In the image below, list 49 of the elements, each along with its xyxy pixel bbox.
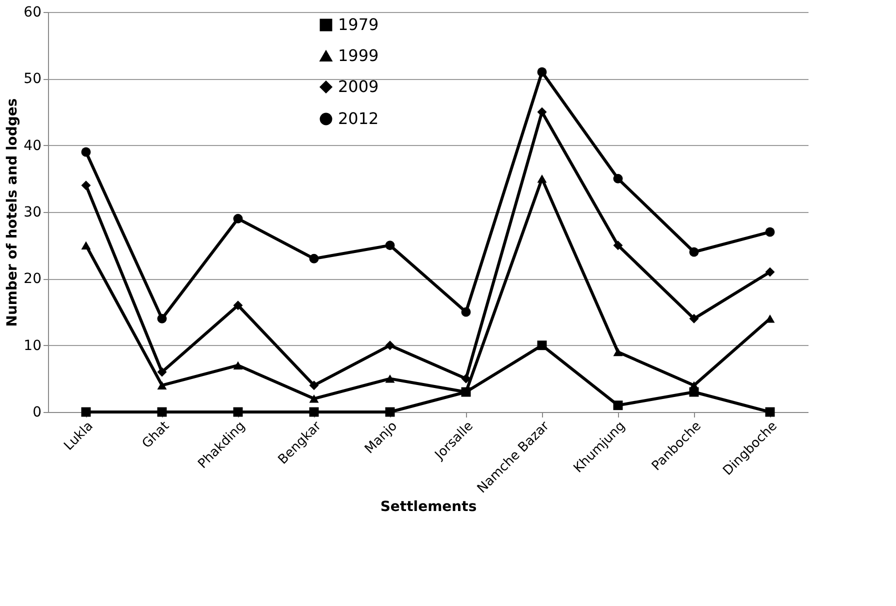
point (537, 340, 547, 350)
y-tick-label: 20 (24, 271, 42, 288)
point (81, 180, 91, 190)
y-tick-label: 40 (24, 138, 42, 154)
point (537, 107, 547, 117)
point (385, 240, 395, 250)
point (81, 241, 91, 250)
point (157, 407, 167, 417)
y-axis-title: Number of hotels and lodges (4, 98, 21, 327)
y-tick-label: 0 (32, 404, 42, 420)
point (157, 367, 167, 377)
point (613, 348, 623, 356)
point (537, 174, 547, 183)
point (537, 67, 547, 77)
point (157, 314, 167, 324)
legend-label: 2012 (338, 109, 379, 128)
y-tick-label: 10 (24, 338, 42, 354)
point (765, 407, 775, 417)
point (309, 394, 319, 403)
point (613, 174, 623, 184)
point (385, 374, 395, 383)
legend-label: 1999 (338, 46, 379, 65)
point (613, 400, 623, 410)
point (309, 380, 319, 390)
point (233, 407, 243, 417)
legend-label: 1979 (338, 15, 379, 34)
point (233, 300, 243, 310)
point (81, 407, 91, 417)
point (461, 374, 471, 384)
y-tick-label: 60 (24, 4, 42, 20)
point (233, 361, 243, 370)
point (309, 407, 319, 417)
point (765, 227, 775, 237)
point (613, 240, 623, 250)
point (461, 307, 471, 317)
point (309, 254, 319, 264)
point (765, 267, 775, 277)
point (689, 314, 699, 324)
point (81, 147, 91, 157)
point (689, 381, 699, 390)
legend-label: 2009 (338, 77, 379, 96)
point (157, 381, 167, 390)
point (385, 340, 395, 350)
point (689, 247, 699, 257)
point (233, 214, 243, 224)
x-axis-title: Settlements (380, 498, 477, 515)
point (385, 407, 395, 417)
y-tick-label: 50 (24, 71, 42, 88)
y-tick-label: 30 (24, 204, 42, 220)
